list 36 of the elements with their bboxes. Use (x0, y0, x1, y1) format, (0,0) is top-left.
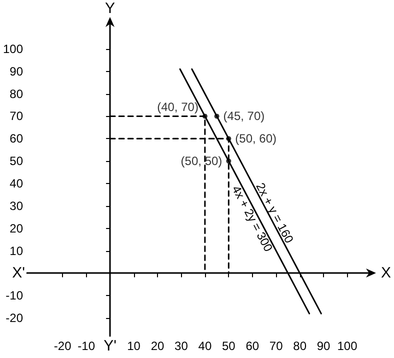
x-tick-label: 20 (150, 339, 164, 353)
x-tick-label: 90 (316, 339, 331, 353)
y-tick-label: 100 (2, 42, 24, 56)
x-tick-label: 30 (174, 339, 188, 353)
y-tick-label: 90 (10, 64, 24, 78)
y-tick-label: 40 (10, 176, 24, 190)
y-tick-label: 30 (10, 198, 24, 213)
y-tick-label: 80 (10, 86, 24, 101)
point (202, 114, 208, 119)
y-tick-label: -10 (6, 288, 24, 303)
x-tick-label: 40 (198, 339, 212, 353)
text: Y' (104, 338, 117, 354)
y-tick-label: 20 (10, 221, 24, 236)
y-tick-label: 50 (10, 154, 24, 168)
data-label: (50, 60) (235, 132, 277, 146)
x-tick-label: 50 (222, 339, 236, 353)
x-axis-title: X (380, 264, 392, 282)
x-tick-label: 10 (127, 339, 141, 353)
y-tick-label: 70 (10, 109, 24, 124)
x-tick-label: -10 (78, 339, 96, 353)
text: X' (12, 264, 26, 282)
point (214, 114, 220, 119)
x-tick-label: 80 (293, 339, 307, 353)
x-tick-label: 60 (246, 339, 260, 353)
point (226, 136, 232, 142)
data-label: (40, 70) (157, 100, 198, 114)
x-tick-label: 100 (337, 339, 358, 353)
data-label: (50, 50) (180, 154, 222, 168)
x-tick-label: 70 (269, 339, 284, 353)
y-tick-label: -20 (6, 311, 24, 326)
y-tick-label: 10 (10, 244, 24, 258)
data-label: (45, 70) (223, 109, 265, 124)
y-tick-label: 60 (10, 132, 24, 146)
y-axis-title: Y (105, 0, 116, 17)
x-tick-label: -20 (54, 339, 72, 353)
point (226, 158, 232, 164)
